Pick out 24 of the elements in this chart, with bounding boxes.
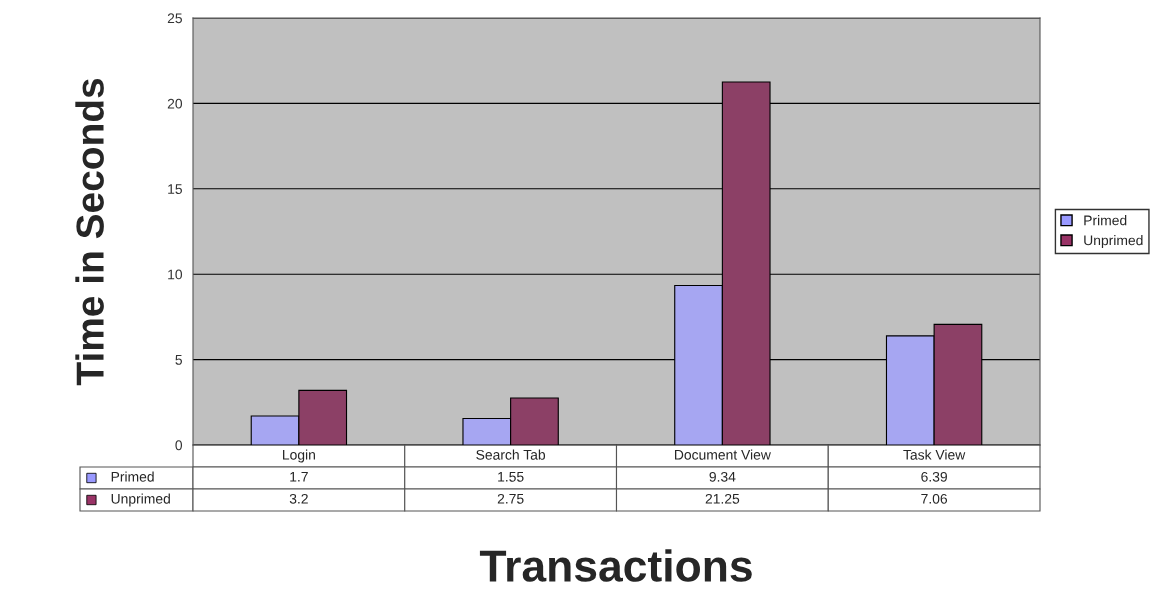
x-tick-label: Search Tab	[476, 449, 546, 460]
data-label: 3.2	[289, 493, 308, 504]
data-label: 2.75	[497, 493, 524, 504]
y-tick-label: 0	[175, 440, 183, 451]
x-tick-label: Task View	[903, 449, 966, 460]
legend-label: Primed	[111, 471, 154, 482]
data-label: 6.39	[921, 471, 947, 482]
y-axis-title: Time in Seconds	[75, 78, 104, 386]
data-label: 7.06	[921, 493, 948, 504]
data-label: 1.7	[290, 472, 308, 482]
y-tick-label: 25	[167, 13, 182, 24]
x-tick-label: Document View	[675, 449, 771, 460]
data-label: 21.25	[705, 493, 740, 504]
x-axis-title: Transactions	[479, 549, 752, 582]
y-tick-label: 10	[168, 269, 183, 280]
y-tick-label: 20	[167, 98, 183, 109]
text: Primed	[1084, 215, 1127, 226]
data-label: 1.55	[498, 472, 524, 482]
text: Unprimed	[111, 493, 170, 507]
y-tick-label: 15	[168, 184, 182, 194]
y-tick-label: 5	[175, 355, 182, 365]
legend-label: Unprimed	[1084, 235, 1143, 248]
x-tick-label: Login	[283, 449, 315, 463]
data-label: 9.34	[709, 471, 736, 482]
